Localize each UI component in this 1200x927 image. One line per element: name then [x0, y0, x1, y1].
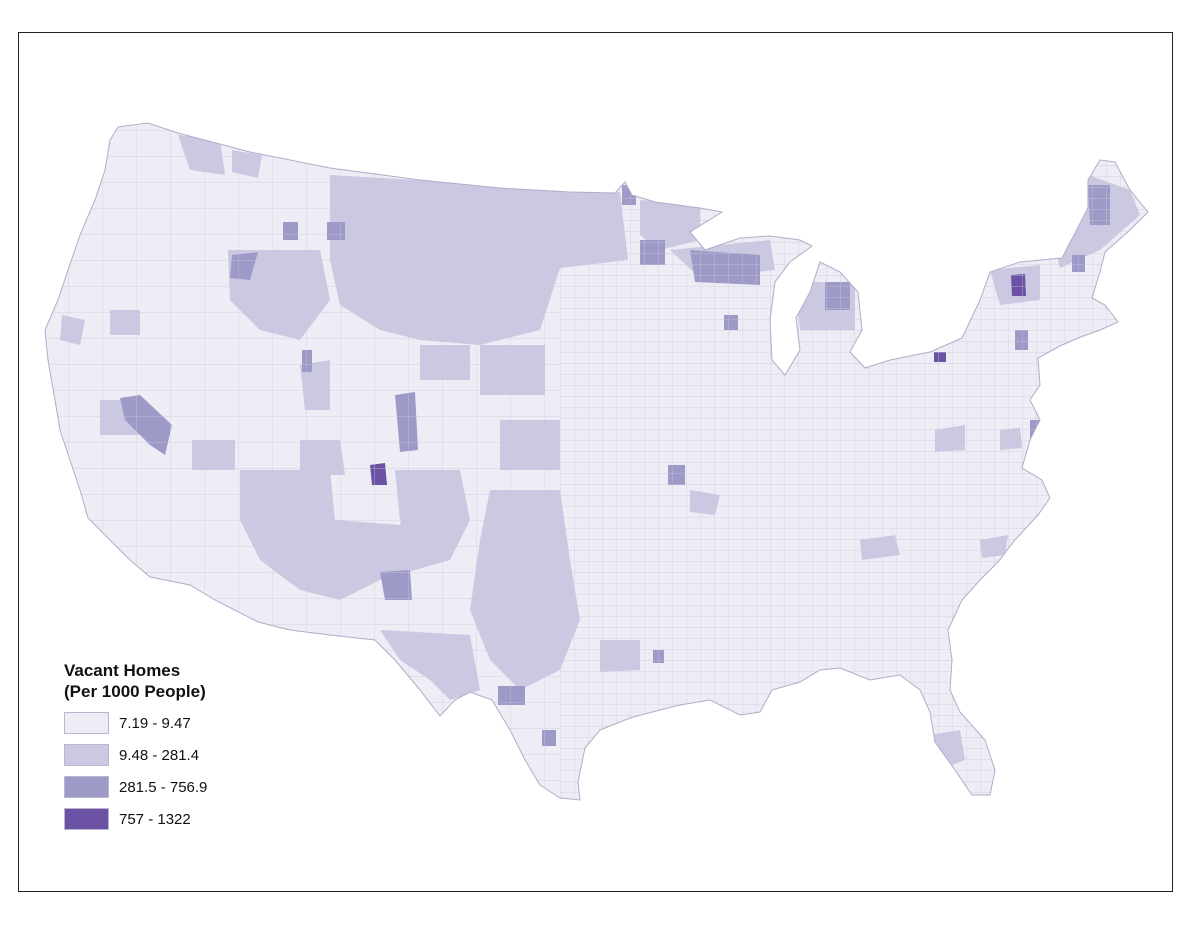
legend-title-line2: (Per 1000 People)	[64, 682, 206, 701]
legend-title-line1: Vacant Homes	[64, 661, 181, 680]
legend-label-class-3: 757 - 1322	[119, 810, 191, 828]
legend-swatch-class-0	[64, 712, 109, 734]
map-legend: Vacant Homes (Per 1000 People) 7.19 - 9.…	[64, 660, 207, 830]
legend-swatch-class-3	[64, 808, 109, 830]
legend-label-class-1: 9.48 - 281.4	[119, 746, 200, 764]
legend-label-class-2: 281.5 - 756.9	[119, 778, 208, 796]
legend-swatch-class-1	[64, 744, 109, 766]
legend-swatch-class-2	[64, 776, 109, 798]
legend-item-class-3: 757 - 1322	[64, 808, 207, 830]
legend-item-class-2: 281.5 - 756.9	[64, 776, 207, 798]
legend-item-class-1: 9.48 - 281.4	[64, 744, 207, 766]
legend-item-class-0: 7.19 - 9.47	[64, 712, 207, 734]
legend-title: Vacant Homes (Per 1000 People)	[64, 660, 207, 702]
legend-label-class-0: 7.19 - 9.47	[119, 714, 191, 732]
